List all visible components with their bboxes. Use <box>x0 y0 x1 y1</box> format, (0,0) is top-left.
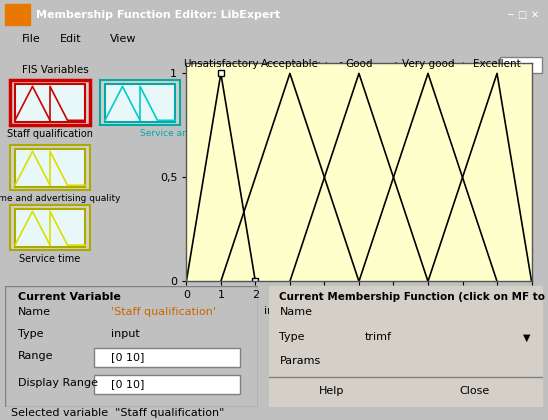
Text: Display Range: Display Range <box>18 378 98 388</box>
Text: Acceptable: Acceptable <box>261 59 319 69</box>
Text: Service time: Service time <box>19 254 81 264</box>
FancyBboxPatch shape <box>94 375 240 394</box>
Bar <box>15 149 85 187</box>
Text: Name: Name <box>279 307 312 318</box>
Text: Excellent: Excellent <box>473 59 521 69</box>
Text: Current Variable: Current Variable <box>18 292 121 302</box>
Bar <box>15 209 85 247</box>
Bar <box>5 4 30 25</box>
Text: □: □ <box>518 10 527 20</box>
X-axis label: input variable "Staff qualification": input variable "Staff qualification" <box>264 306 454 316</box>
Text: Staff qualification: Staff qualification <box>7 129 93 139</box>
Text: Type: Type <box>279 332 305 342</box>
Text: [0 10]: [0 10] <box>111 379 145 389</box>
Text: Name: Name <box>18 307 51 318</box>
Text: Close: Close <box>459 386 489 396</box>
FancyBboxPatch shape <box>351 305 532 322</box>
Text: FIS Variables: FIS Variables <box>21 66 88 75</box>
Text: Good: Good <box>345 59 373 69</box>
FancyBboxPatch shape <box>5 260 548 420</box>
Text: File: File <box>22 34 41 44</box>
Text: Selected variable  "Staff qualification": Selected variable "Staff qualification" <box>11 408 224 417</box>
FancyBboxPatch shape <box>500 58 542 74</box>
Text: 181: 181 <box>510 66 532 75</box>
FancyBboxPatch shape <box>94 348 240 367</box>
Text: View: View <box>110 34 136 44</box>
Bar <box>10 145 90 190</box>
Text: ✕: ✕ <box>531 10 539 20</box>
FancyBboxPatch shape <box>351 354 532 371</box>
FancyBboxPatch shape <box>351 329 532 346</box>
Bar <box>15 84 85 122</box>
Text: Service and qualification: Service and qualification <box>140 129 253 138</box>
FancyBboxPatch shape <box>148 260 548 420</box>
Text: ▼: ▼ <box>523 332 531 342</box>
Text: Help: Help <box>319 386 344 396</box>
Text: Membership Function Editor: LibExpert: Membership Function Editor: LibExpert <box>36 10 279 20</box>
Bar <box>100 80 180 125</box>
Text: 'Staff qualification': 'Staff qualification' <box>111 307 216 318</box>
Text: Volume and advertising quality: Volume and advertising quality <box>0 194 121 203</box>
Text: Type: Type <box>18 329 44 339</box>
Bar <box>10 80 90 125</box>
Text: Unsatisfactory: Unsatisfactory <box>183 59 259 69</box>
Text: Very good: Very good <box>402 59 454 69</box>
Bar <box>10 205 90 250</box>
Text: Range: Range <box>18 351 54 361</box>
Text: [0 10]: [0 10] <box>111 352 145 362</box>
Text: Edit: Edit <box>60 34 82 44</box>
Text: input: input <box>111 329 140 339</box>
Text: trimf: trimf <box>364 332 391 342</box>
Text: ─: ─ <box>507 10 512 20</box>
Text: Params: Params <box>279 356 321 366</box>
Text: Current Membership Function (click on MF to select): Current Membership Function (click on MF… <box>279 292 548 302</box>
Text: Membership function plots: Membership function plots <box>266 63 414 72</box>
Bar <box>105 84 175 122</box>
Text: plot points:: plot points: <box>445 63 507 72</box>
